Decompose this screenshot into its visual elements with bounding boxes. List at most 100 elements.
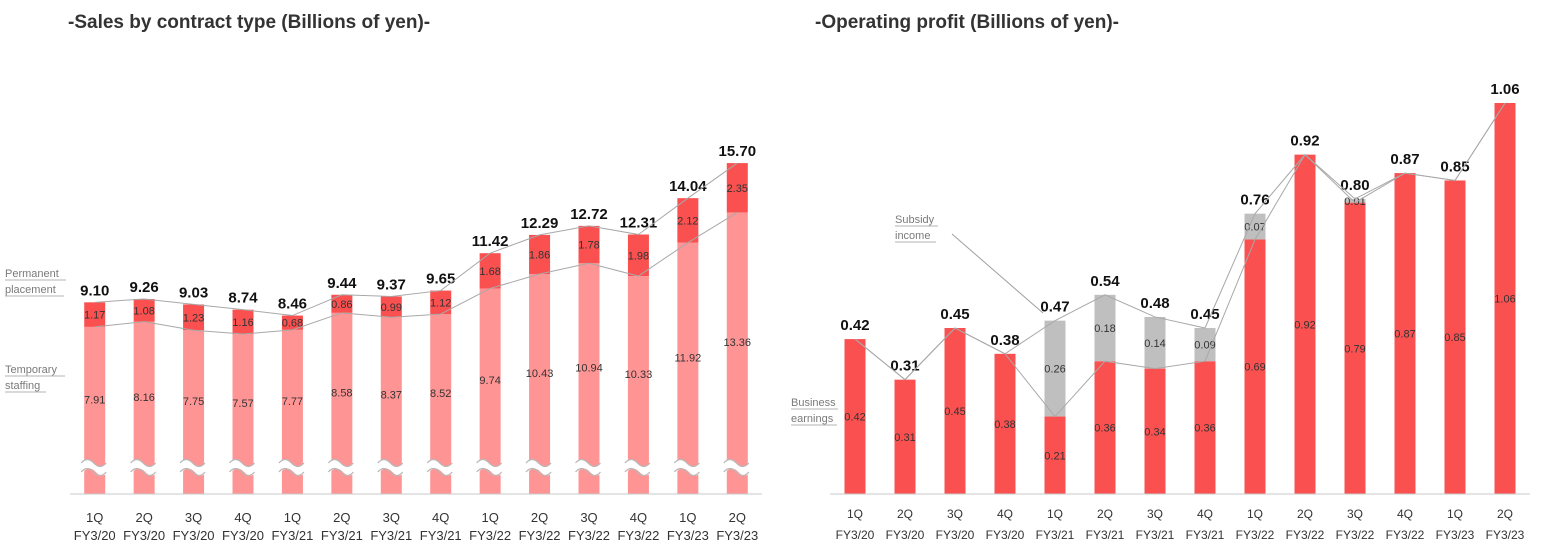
profit-x-tick-fiscal-year: FY3/20 [986, 528, 1025, 542]
permanent-value-label: 1.12 [430, 297, 451, 309]
sales-x-tick-fiscal-year: FY3/21 [420, 528, 462, 543]
temporary-staffing-bar [430, 314, 452, 494]
business-earnings-bar [1144, 368, 1166, 494]
temporary-value-label: 8.58 [331, 387, 352, 399]
sales-x-tick-quarter: 4Q [630, 510, 647, 525]
profit-x-tick-quarter: 3Q [1347, 507, 1363, 521]
permanent-value-label: 1.78 [578, 240, 599, 252]
temporary-value-label: 7.91 [84, 394, 105, 406]
permanent-value-label: 0.99 [381, 302, 402, 314]
sales-total-connector [94, 162, 738, 317]
sales-x-tick-fiscal-year: FY3/22 [469, 528, 511, 543]
sales-total-label: 8.74 [228, 290, 258, 307]
sales-total-label: 15.70 [719, 143, 757, 160]
sales-total-label: 9.26 [130, 279, 159, 296]
profit-chart-title: -Operating profit (Billions of yen)- [815, 12, 1119, 33]
permanent-placement-bar [677, 198, 699, 243]
business-earnings-bar [1244, 239, 1266, 494]
axis-break-mark [427, 459, 455, 476]
business-value-label: 0.21 [1044, 450, 1065, 462]
profit-total-label: 0.87 [1390, 151, 1419, 168]
sales-total-label: 9.65 [426, 271, 455, 288]
temporary-value-label: 8.37 [381, 390, 402, 402]
temporary-value-label: 7.75 [183, 396, 204, 408]
subsidy-income-bar [1044, 320, 1066, 417]
profit-x-tick-quarter: 2Q [1297, 507, 1313, 521]
sales-x-tick-quarter: 4Q [432, 510, 449, 525]
sales-x-tick-fiscal-year: FY3/22 [617, 528, 659, 543]
sales-x-tick-quarter: 2Q [135, 510, 152, 525]
temporary-staffing-bar [479, 288, 501, 494]
axis-break-mark [377, 459, 405, 476]
business-label-line1: Business [791, 397, 836, 409]
sales-x-tick-quarter: 2Q [531, 510, 548, 525]
axis-break-mark [674, 459, 702, 476]
subsidy-value-label: 0.01 [1344, 196, 1365, 208]
profit-total-label: 0.76 [1240, 192, 1269, 209]
profit-total-label: 0.31 [890, 358, 919, 375]
temporary-value-label: 13.36 [724, 337, 752, 349]
permanent-value-label: 1.98 [628, 250, 649, 262]
business-earnings-bar [1094, 361, 1116, 494]
business-earnings-bar [1344, 202, 1366, 494]
temporary-staffing-bar [578, 263, 600, 494]
sales-total-label: 9.44 [327, 275, 357, 292]
sales-x-tick-quarter: 2Q [333, 510, 350, 525]
permanent-placement-bar [281, 315, 303, 330]
axis-break-mark [229, 459, 257, 476]
temporary-value-label: 7.57 [232, 398, 253, 410]
profit-chart: 0.42 0.42 1Q FY3/20 0.31 0.31 2Q FY3/20 0.45 0.45… [830, 81, 1530, 542]
business-value-label: 0.85 [1444, 332, 1465, 344]
axis-break-mark [180, 459, 208, 476]
profit-x-tick-fiscal-year: FY3/21 [1136, 528, 1175, 542]
permanent-placement-bar [726, 163, 748, 213]
subsidy-value-label: 0.26 [1044, 364, 1065, 376]
profit-x-tick-fiscal-year: FY3/22 [1336, 528, 1375, 542]
sales-total-label: 11.42 [472, 233, 509, 250]
sales-x-tick-fiscal-year: FY3/20 [222, 528, 264, 543]
permanent-placement-bar [578, 225, 600, 264]
business-value-label: 0.31 [894, 432, 915, 444]
profit-x-tick-quarter: 4Q [1197, 507, 1213, 521]
temporary-staffing-bar [380, 317, 402, 494]
profit-x-tick-fiscal-year: FY3/20 [936, 528, 975, 542]
permanent-value-label: 1.08 [133, 305, 154, 317]
sales-x-tick-quarter: 1Q [284, 510, 301, 525]
permanent-value-label: 0.68 [282, 318, 303, 330]
sales-x-tick-fiscal-year: FY3/22 [519, 528, 561, 543]
business-earnings-bar [1444, 180, 1466, 494]
sales-x-tick-quarter: 1Q [86, 510, 103, 525]
temporary-value-label: 9.74 [479, 375, 500, 387]
temporary-staffing-bar [331, 312, 353, 494]
temporary-staffing-bar [133, 321, 155, 494]
axis-break-mark [526, 459, 554, 476]
profit-x-tick-quarter: 1Q [1047, 507, 1063, 521]
business-earnings-bar [1044, 416, 1066, 494]
profit-x-tick-quarter: 4Q [1397, 507, 1413, 521]
permanent-placement-bar [430, 290, 452, 315]
sales-chart-title: -Sales by contract type (Billions of yen… [68, 12, 430, 33]
permanent-value-label: 1.16 [232, 317, 253, 329]
permanent-value-label: 1.23 [183, 312, 204, 324]
permanent-placement-bar [84, 302, 106, 327]
profit-x-tick-fiscal-year: FY3/22 [1386, 528, 1425, 542]
subsidy-value-label: 0.18 [1094, 323, 1115, 335]
sales-total-label: 9.37 [377, 276, 406, 293]
axis-break-mark [575, 459, 603, 476]
permanent-placement-bar [380, 296, 402, 318]
profit-total-label: 0.45 [940, 306, 969, 323]
sales-x-tick-fiscal-year: FY3/20 [74, 528, 116, 543]
business-value-label: 0.92 [1294, 319, 1315, 331]
axis-break-mark [476, 459, 504, 476]
subsidy-value-label: 0.09 [1194, 340, 1215, 352]
subsidy-income-bar [1344, 198, 1366, 203]
permanent-value-label: 2.12 [677, 215, 698, 227]
permanent-placement-bar [529, 234, 551, 274]
profit-x-tick-fiscal-year: FY3/22 [1236, 528, 1275, 542]
business-value-label: 0.36 [1194, 423, 1215, 435]
business-value-label: 0.87 [1394, 329, 1415, 341]
profit-x-tick-quarter: 2Q [1497, 507, 1513, 521]
business-value-label: 0.42 [844, 412, 865, 424]
profit-total-label: 0.80 [1340, 177, 1369, 194]
